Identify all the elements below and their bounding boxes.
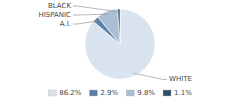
slice-labels: BLACKHISPANICA.I. WHITE (38, 2, 191, 83)
legend-swatch (163, 90, 171, 96)
chart: BLACKHISPANICA.I. WHITE 86.2% 2.9% 9.8% 1.1% (0, 0, 240, 100)
slice-label: HISPANIC (38, 11, 71, 19)
pie-slice (85, 9, 155, 79)
legend-item: 2.9% (89, 89, 118, 97)
leader-line (73, 14, 108, 16)
legend-item: 1.1% (163, 89, 192, 97)
legend-item: 86.2% (48, 89, 82, 97)
legend-swatch (126, 90, 134, 96)
slice-label: BLACK (48, 2, 71, 10)
slice-label: A.I. (60, 20, 71, 28)
pie-slice (118, 9, 120, 44)
legend-label: 86.2% (59, 89, 82, 97)
pie (85, 9, 155, 79)
leader-line (73, 21, 97, 24)
legend-label: 2.9% (100, 89, 118, 97)
leader-line (134, 73, 167, 79)
slice-label: WHITE (169, 75, 192, 83)
legend: 86.2% 2.9% 9.8% 1.1% (48, 89, 192, 97)
legend-swatch (48, 90, 56, 96)
leader-line (73, 6, 119, 12)
legend-label: 1.1% (174, 89, 192, 97)
legend-item: 9.8% (126, 89, 155, 97)
legend-label: 9.8% (137, 89, 155, 97)
legend-swatch (89, 90, 97, 96)
